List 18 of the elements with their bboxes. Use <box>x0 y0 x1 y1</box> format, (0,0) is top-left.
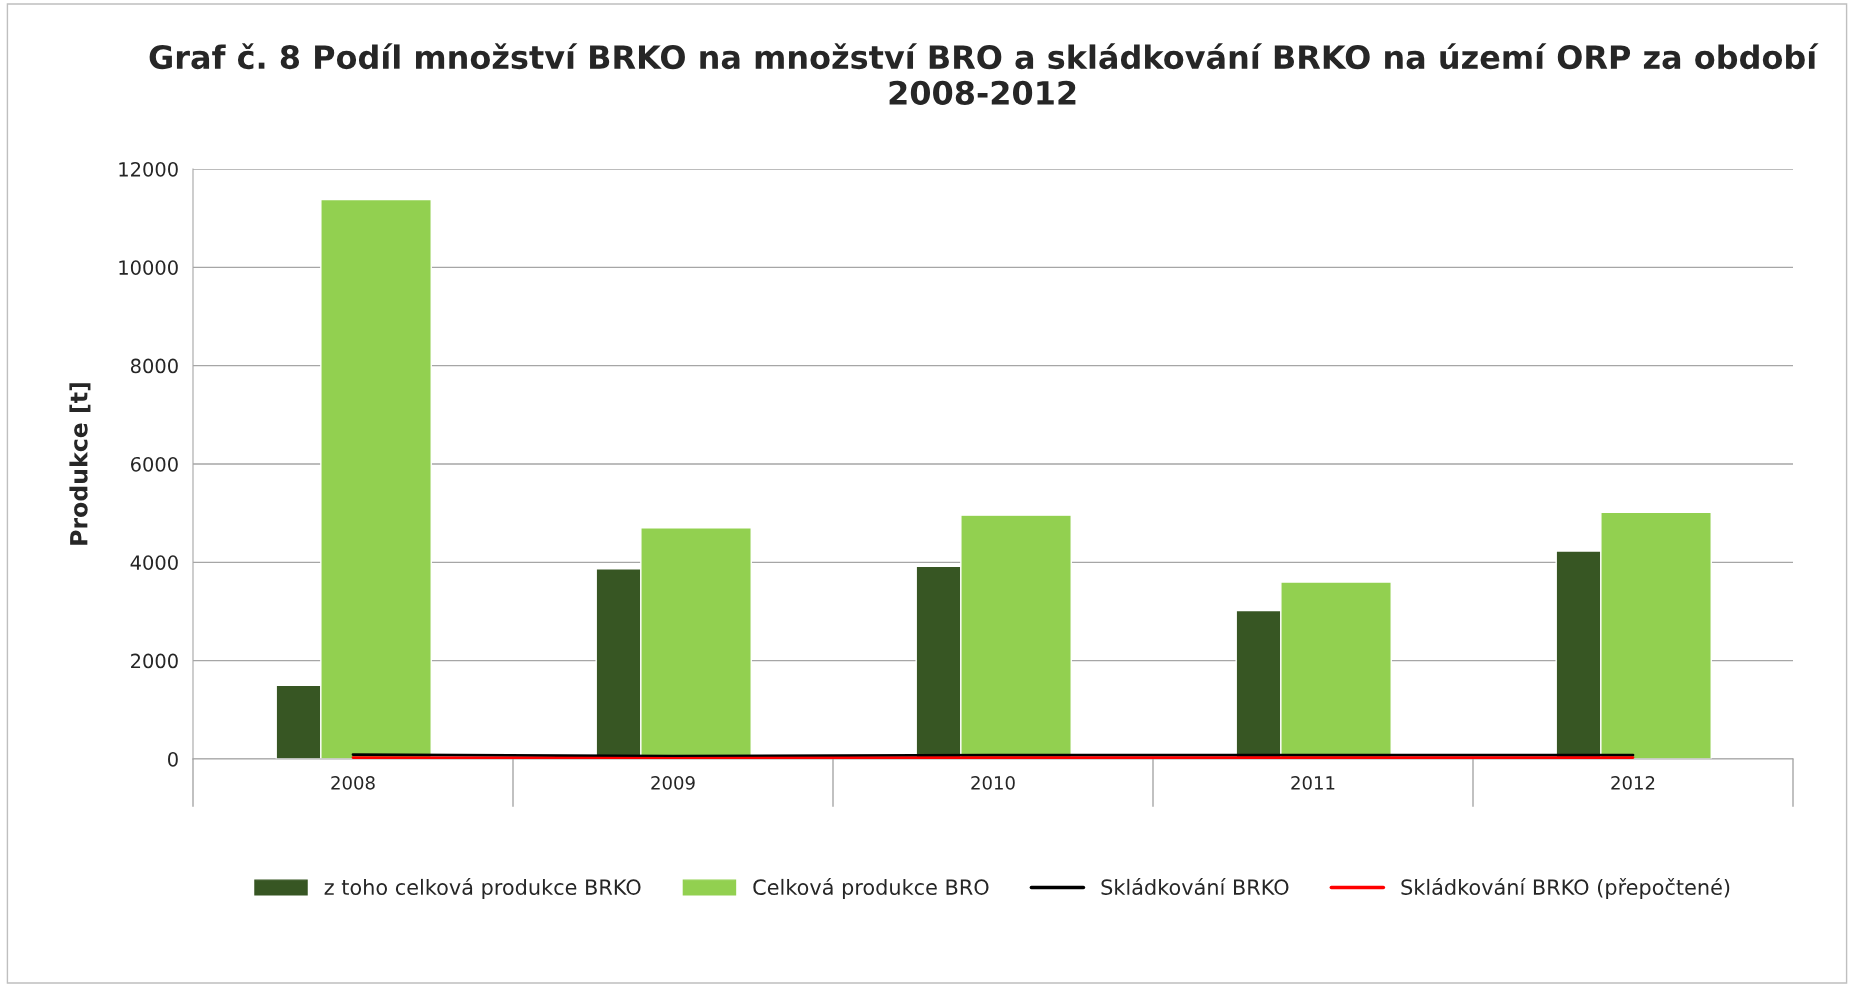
y-tick-label: 8000 <box>130 358 178 374</box>
y-tick-label: 12000 <box>119 161 178 177</box>
y-tick-label: 10000 <box>119 260 178 275</box>
chart-title: Graf č. 8 Podíl množství BRKO na množství BRO a skládkování BRKO na území ORP za období 2008-2012 <box>149 43 1819 105</box>
x-tick-label: 2012 <box>1611 775 1655 790</box>
y-axis-title: Produkce [t] <box>69 383 91 545</box>
x-tick-label: 2009 <box>651 775 695 790</box>
legend-label: Celková produkce BRO <box>753 878 989 900</box>
x-tick-label: 2008 <box>331 775 375 790</box>
y-tick-label: 4000 <box>130 555 178 570</box>
x-tick-label: 2011 <box>1291 775 1335 790</box>
legend-label: Skládkování BRKO <box>1101 878 1289 896</box>
y-tick-label: 2000 <box>131 653 178 669</box>
y-tick-label: 6000 <box>130 456 178 472</box>
legend-label: Skládkování BRKO (přepočtené) <box>1401 878 1730 900</box>
y-tick-label: 0 <box>168 751 178 767</box>
legend-label: z toho celková produkce BRKO <box>324 878 641 900</box>
x-tick-label: 2010 <box>971 775 1015 790</box>
